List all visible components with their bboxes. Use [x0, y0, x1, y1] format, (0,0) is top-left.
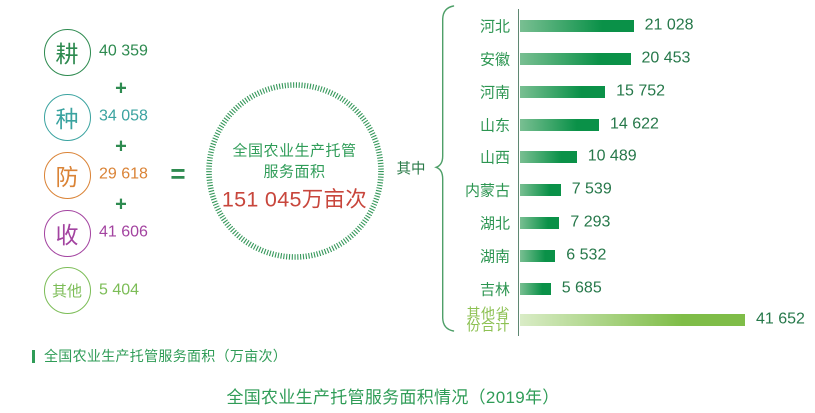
total-circle-amount: 151 045万亩次 — [221, 187, 368, 212]
equation-term-circle-4: 其他 — [43, 267, 91, 314]
bar-value-label: 41 652 — [756, 310, 805, 328]
plus-sign: + — [115, 77, 127, 99]
bar-category-label: 山东 — [479, 117, 510, 135]
bar-安徽 — [520, 52, 631, 65]
bar-内蒙古 — [520, 184, 561, 197]
equation-term-value: 29 618 — [99, 165, 148, 183]
bar-山东 — [520, 118, 599, 131]
equation-term-label: 种 — [55, 106, 79, 132]
total-dashed-circle — [206, 82, 384, 260]
bar-value-label: 15 752 — [616, 82, 666, 100]
bar-value-label: 5 685 — [561, 279, 602, 297]
equation-term-circle-3: 收 — [43, 209, 91, 257]
bar-其他省份合计 — [520, 313, 745, 326]
equation-term-label: 收 — [55, 222, 79, 248]
bar-value-label: 7 539 — [571, 180, 612, 198]
equation-term-label: 耕 — [55, 41, 79, 67]
equation-term-value: 5 404 — [99, 281, 140, 299]
total-circle-caption-line1: 全国农业生产托管 — [232, 142, 357, 160]
bar-category-label: 内蒙古 — [464, 182, 510, 200]
equation-term-value: 34 058 — [99, 107, 148, 125]
plus-sign: + — [115, 135, 127, 158]
legend-label: 全国农业生产托管服务面积（万亩次） — [44, 348, 288, 364]
total-circle-caption-line2: 服务面积 — [263, 163, 326, 181]
equation-term-label: 其他 — [51, 283, 82, 300]
bar-value-label: 6 532 — [566, 246, 607, 264]
equation-term-value: 41 606 — [99, 223, 148, 241]
bar-value-label: 20 453 — [641, 49, 691, 67]
bar-category-label: 安徽 — [479, 51, 510, 69]
brace — [434, 5, 455, 332]
bar-category-label: 吉林 — [479, 281, 510, 299]
bar-河南 — [520, 85, 606, 98]
bar-category-label: 湖北 — [479, 215, 510, 233]
equation-term-label: 防 — [55, 164, 79, 190]
bar-value-label: 10 489 — [587, 148, 637, 166]
bar-湖北 — [520, 217, 560, 230]
equals-sign: = — [170, 158, 186, 189]
bar-category-label: 河北 — [479, 18, 510, 36]
bar-河北 — [520, 20, 634, 32]
equation-term-circle-2: 防 — [43, 151, 91, 199]
bar-category-label: 其他省 份合计 — [466, 305, 510, 334]
bar-category-label: 湖南 — [479, 248, 510, 266]
bar-value-label: 7 293 — [570, 213, 611, 231]
legend-marker-bar — [32, 349, 35, 363]
bar-category-label: 河南 — [479, 84, 510, 102]
bar-category-label: 山西 — [479, 149, 510, 167]
dashed-circle-border — [206, 82, 384, 260]
equation-term-circle-1: 种 — [43, 93, 91, 141]
chart-title: 全国农业生产托管服务面积情况（2019年） — [226, 388, 560, 407]
equation-term-circle-0: 耕 — [43, 28, 91, 76]
brace-path — [434, 5, 455, 332]
bar-value-label: 14 622 — [610, 115, 659, 133]
bar-value-label: 21 028 — [644, 16, 694, 34]
bar-湖南 — [520, 249, 556, 262]
chart-legend: 全国农业生产托管服务面积（万亩次） — [32, 346, 287, 366]
bar-吉林 — [520, 282, 551, 295]
plus-sign: + — [115, 193, 127, 215]
chart-axis-line — [518, 9, 520, 336]
equation-term-value: 40 359 — [99, 42, 148, 60]
bar-山西 — [520, 151, 577, 164]
among-label: 其中 — [396, 161, 426, 177]
